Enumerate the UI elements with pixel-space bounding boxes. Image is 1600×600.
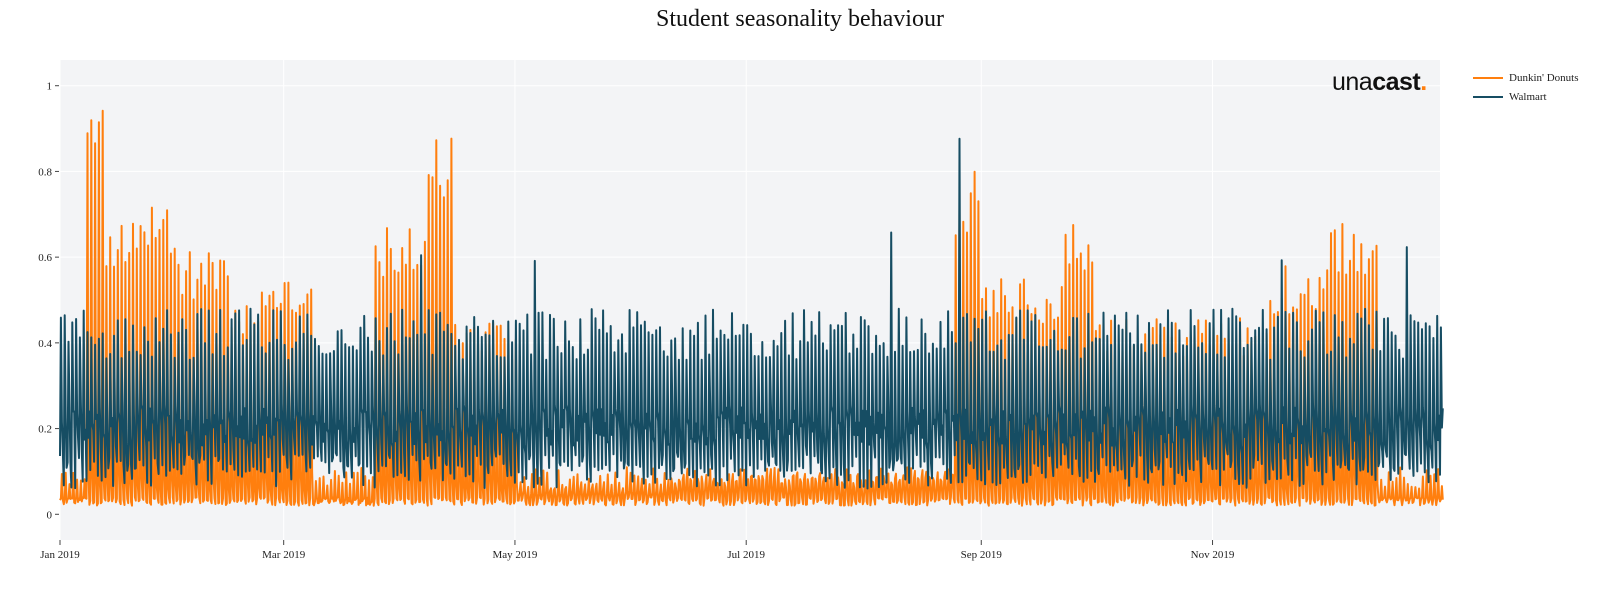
x-tick-label: May 2019: [492, 549, 537, 561]
y-tick-label: 0.6: [38, 252, 52, 264]
y-tick-label: 1: [47, 81, 53, 93]
y-tick-label: 0: [47, 509, 53, 521]
axis-layer: 0 0.2 0.4 0.6 0.8 1 Jan 2019 Mar 2019 May 2019 Ju…: [38, 81, 1235, 561]
series-line-walmart: [59, 137, 1444, 490]
series-line-dunkin: [59, 109, 1444, 507]
legend-item-dunkin[interactable]: Dunkin' Donuts: [1473, 68, 1579, 87]
legend-label-dunkin: Dunkin' Donuts: [1509, 71, 1579, 84]
series-layer: [59, 109, 1444, 507]
x-tick-label: Nov 2019: [1191, 549, 1235, 561]
legend-swatch-walmart: [1473, 95, 1503, 98]
x-tick-label: Jul 2019: [727, 549, 765, 561]
chart-legend: Dunkin' Donuts Walmart: [1473, 68, 1579, 106]
x-tick-label: Mar 2019: [262, 549, 306, 561]
legend-item-walmart[interactable]: Walmart: [1473, 87, 1579, 106]
x-tick-label: Sep 2019: [961, 549, 1003, 561]
x-tick-label: Jan 2019: [40, 549, 80, 561]
y-tick-label: 0.4: [38, 338, 52, 350]
y-tick-label: 0.2: [38, 424, 52, 436]
y-tick-label: 0.8: [38, 166, 52, 178]
legend-label-walmart: Walmart: [1509, 90, 1547, 103]
chart-title: Student seasonality behaviour: [656, 6, 944, 32]
legend-swatch-dunkin: [1473, 76, 1503, 79]
unacast-logo: unacast.: [1332, 68, 1427, 96]
